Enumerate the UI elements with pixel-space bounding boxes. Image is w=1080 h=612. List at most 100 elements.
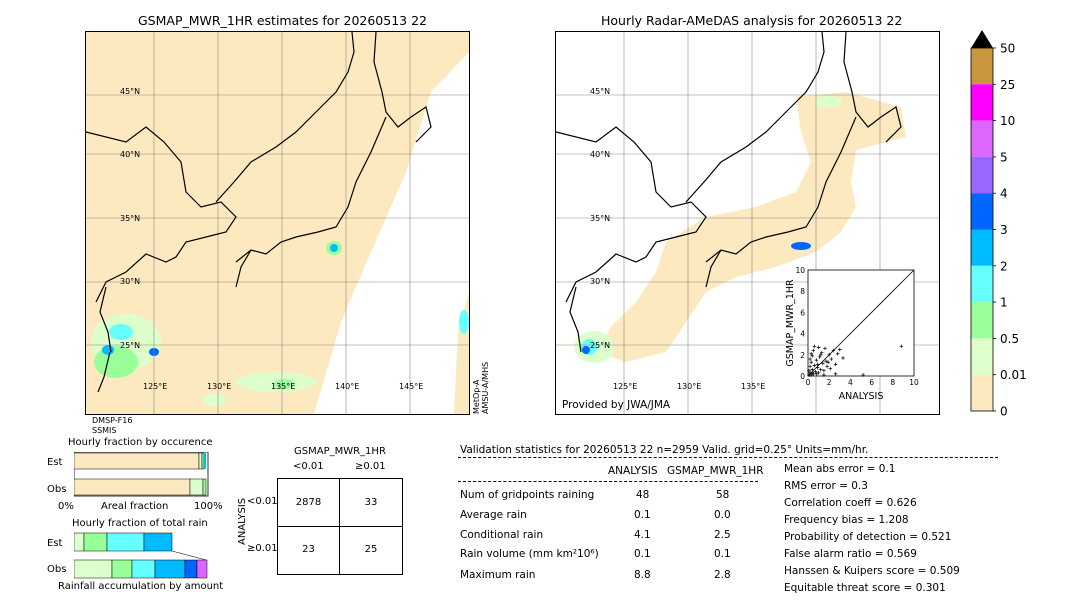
stat-label: Maximum rain xyxy=(460,569,536,581)
scatter-point xyxy=(810,371,815,375)
scatter-point xyxy=(838,347,842,352)
est-rain-segment xyxy=(83,532,108,552)
colorbar-label: 4 xyxy=(1000,187,1008,201)
score: RMS error = 0.3 xyxy=(784,480,868,492)
rain-patch xyxy=(814,96,842,108)
lat-labels: 45°N 40°N 35°N 30°N 25°N xyxy=(120,87,140,350)
total-rain-canvas xyxy=(74,532,208,579)
scatter-point xyxy=(816,345,821,350)
obs-rain-segment xyxy=(154,559,186,579)
radar-coverage xyxy=(596,92,906,362)
contingency-row-1: ≥0.01 xyxy=(247,543,278,554)
contingency-col-1: ≥0.01 xyxy=(355,461,386,472)
colorbar-segment xyxy=(971,229,993,266)
colorbar-extend xyxy=(971,30,993,48)
scatter-point xyxy=(828,366,833,371)
stat-label: Conditional rain xyxy=(460,529,544,541)
scatter-point xyxy=(818,353,823,357)
obs-rain-segment xyxy=(184,559,198,579)
scatter-point xyxy=(816,371,821,375)
est-bar-moderate xyxy=(201,452,205,470)
scatter-point xyxy=(825,364,829,369)
rain-patch xyxy=(102,345,114,355)
est-rain-segment xyxy=(143,532,173,552)
lat-labels: 45°N 40°N 35°N 30°N 25°N xyxy=(590,87,610,350)
occurrence-axis-left: 0% xyxy=(58,501,74,512)
scatter-point xyxy=(815,365,820,370)
lat-label: 45°N xyxy=(590,87,610,96)
obs-rain-segment xyxy=(196,559,208,579)
rain-patch xyxy=(202,394,226,406)
scatter-point xyxy=(831,348,836,353)
colorbar-segment xyxy=(971,84,993,121)
one-to-one-line xyxy=(807,269,915,377)
scatter-xtick: 10 xyxy=(909,378,919,387)
colorbar-label: 2 xyxy=(1000,259,1008,273)
occurrence-row-est: Est xyxy=(47,457,63,468)
lat-label: 25°N xyxy=(590,341,610,350)
scatter-ytick: 2 xyxy=(800,351,805,360)
scatter-point xyxy=(808,357,812,361)
scatter-point xyxy=(822,368,826,373)
scatter-ytick: 8 xyxy=(800,287,805,296)
scatter-point xyxy=(809,360,813,365)
scatter-canvas: 00 2 2 4 4 6 6 8 8 10 10 ANALYSIS GSMAP_MWR_1HR xyxy=(785,266,919,402)
scatter-point xyxy=(819,350,824,355)
total-rain-bars xyxy=(74,532,209,580)
stat-label: Num of gridpoints raining xyxy=(460,489,595,501)
scatter-point xyxy=(824,359,828,363)
lon-label: 135°E xyxy=(271,382,295,391)
scatter-point xyxy=(827,353,831,357)
colorbar-segment xyxy=(971,120,993,157)
scatter-point xyxy=(814,372,819,376)
col-model: GSMAP_MWR_1HR xyxy=(667,465,764,477)
est-bar-heavy xyxy=(204,453,206,469)
sensor-left: SSMIS xyxy=(92,426,117,435)
occurrence-axis-right: 100% xyxy=(194,501,223,512)
lon-label: 130°E xyxy=(677,382,701,391)
stat-label: Rain volume (mm km²10⁶) xyxy=(460,548,599,560)
lat-label: 40°N xyxy=(120,150,140,159)
lon-label: 130°E xyxy=(207,382,231,391)
stat-model: 2.8 xyxy=(714,569,731,581)
satellite-left: DMSP-F16 xyxy=(92,416,133,425)
scatter-xtick: 4 xyxy=(848,378,853,387)
right-map-title: Hourly Radar-AMeDAS analysis for 2026051… xyxy=(601,13,903,28)
scatter-point xyxy=(812,344,817,349)
obs-rain-segment xyxy=(111,559,133,579)
total-rain-row-est: Est xyxy=(47,538,63,549)
lat-label: 35°N xyxy=(590,214,610,223)
colorbar-label: 3 xyxy=(1000,223,1008,237)
occurrence-axis-mid: Areal fraction xyxy=(101,501,169,512)
lon-label: 145°E xyxy=(399,382,423,391)
colorbar-segment xyxy=(971,265,993,303)
scatter-xtick: 6 xyxy=(869,378,874,387)
lon-label: 125°E xyxy=(613,382,637,391)
scatter-point xyxy=(833,372,838,376)
est-rain-segment xyxy=(106,532,145,552)
scatter-ytick: 4 xyxy=(800,330,805,339)
rain-patch xyxy=(109,324,133,340)
contingency-cell: 23 xyxy=(302,544,315,555)
rain-patch xyxy=(791,242,811,250)
provider-credit: Provided by JWA/JMA xyxy=(562,399,671,411)
right-map-canvas: 45°N 40°N 35°N 30°N 25°N 125°E 130°E 135… xyxy=(556,32,939,414)
contingency-title: GSMAP_MWR_1HR xyxy=(294,446,386,457)
contingency-col-0: <0.01 xyxy=(293,461,324,472)
score: Probability of detection = 0.521 xyxy=(784,531,952,543)
score: Hanssen & Kuipers score = 0.509 xyxy=(784,565,960,577)
scatter-point xyxy=(814,358,819,362)
scatter-point xyxy=(823,346,827,351)
scatter-point xyxy=(815,362,820,367)
col-analysis: ANALYSIS xyxy=(608,465,658,477)
lat-label: 40°N xyxy=(590,150,610,159)
scatter-xtick: 2 xyxy=(827,378,832,387)
scatter-point xyxy=(813,369,818,374)
est-bar-dry xyxy=(74,452,200,470)
stat-analysis: 0.1 xyxy=(634,548,651,560)
coastline xyxy=(86,32,432,393)
obs-rain-segment xyxy=(74,559,113,579)
colorbar-label: 25 xyxy=(1000,78,1015,92)
scatter-point xyxy=(861,373,865,377)
swath-area xyxy=(86,32,469,414)
